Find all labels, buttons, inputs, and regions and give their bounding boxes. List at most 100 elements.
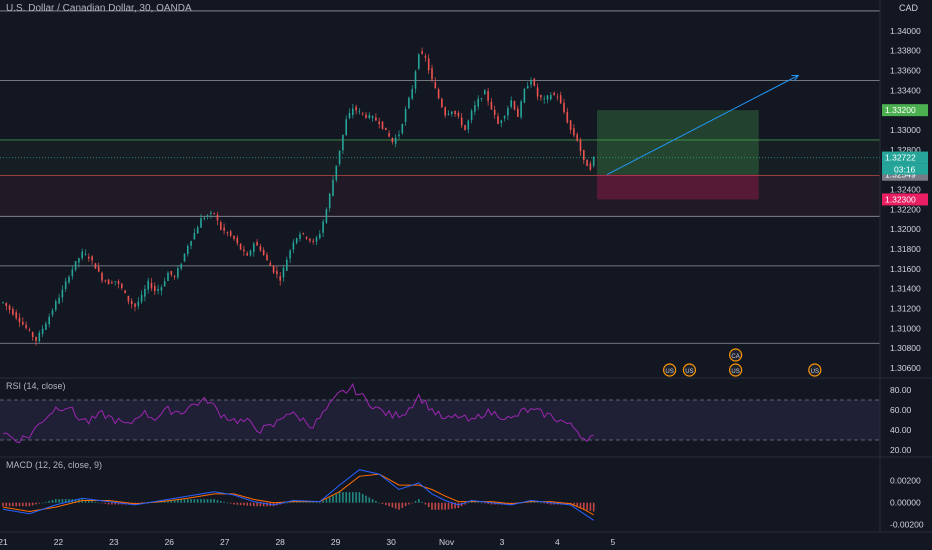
candle-body [457, 112, 460, 117]
macd-histogram-bar [503, 502, 506, 505]
candle-body [408, 97, 410, 109]
macd-histogram-bar [583, 502, 585, 510]
candle-body [579, 139, 582, 152]
time-tick-label: 26 [165, 537, 175, 547]
rsi-line [2, 382, 594, 444]
candle-body [157, 288, 159, 291]
candle [375, 113, 377, 121]
candle [104, 279, 107, 283]
macd-signal-line [2, 473, 594, 516]
candle-body [553, 92, 555, 96]
candle [266, 252, 268, 261]
candle-body [507, 107, 509, 116]
macd-histogram-bar [206, 499, 209, 503]
macd-histogram-bar [256, 502, 258, 507]
candle-body [121, 283, 123, 289]
candle [421, 47, 423, 55]
candle [286, 256, 288, 272]
candle-body [97, 266, 100, 272]
candle-body [322, 221, 324, 233]
macd-pane-label[interactable]: MACD (12, 26, close, 9) [6, 460, 103, 470]
candle [523, 87, 526, 104]
candle-body [513, 101, 516, 110]
macd-histogram-bar [424, 502, 427, 505]
candle-body [536, 87, 539, 97]
candle [342, 134, 344, 154]
candle-body [437, 89, 440, 99]
rsi-tick-label: 80.00 [890, 385, 912, 395]
rsi-pane-label[interactable]: RSI (14, close) [6, 381, 66, 391]
macd-histogram-bar [451, 502, 453, 509]
support-zone-upper [0, 139, 880, 176]
macd-histogram-bar [540, 502, 542, 504]
macd-histogram-bar [592, 502, 595, 512]
candle [28, 327, 31, 332]
candle-body [487, 91, 489, 102]
candle-body [556, 96, 559, 98]
candle [183, 253, 186, 263]
candle-body [391, 137, 394, 143]
candle-body [497, 116, 499, 124]
candle-body [266, 254, 268, 261]
macd-histogram-bar [28, 502, 31, 507]
candle-body [292, 242, 295, 250]
candle-body [41, 328, 44, 334]
candle-body [262, 250, 265, 255]
price-axis-tag [882, 104, 928, 117]
price-tick-label: 1.31000 [890, 323, 921, 333]
candle [470, 108, 473, 124]
countdown-text: 03:16 [894, 165, 916, 175]
candle [170, 270, 173, 277]
candle-body [388, 133, 390, 137]
price-tick-label: 1.34000 [890, 26, 921, 36]
candle [71, 265, 74, 280]
macd-histogram-bar [493, 502, 496, 505]
macd-histogram-bar [173, 500, 176, 503]
candle [566, 107, 569, 124]
candle [292, 239, 295, 254]
chart-title[interactable]: U.S. Dollar / Canadian Dollar, 30, OANDA [6, 3, 192, 14]
candle [589, 161, 592, 172]
candle-body [68, 276, 70, 283]
rsi-band [0, 400, 880, 440]
candle-body [91, 256, 93, 261]
macd-histogram-bar [107, 502, 110, 505]
candle-body [431, 68, 433, 80]
macd-histogram-bar [444, 502, 446, 510]
macd-histogram-bar [447, 502, 450, 510]
time-tick-label: 21 [0, 537, 8, 547]
candle [111, 280, 113, 284]
candle-body [160, 287, 163, 291]
candle [497, 112, 499, 125]
currency-label[interactable]: CAD [898, 3, 918, 13]
macd-histogram-bar [45, 501, 47, 503]
candle [91, 255, 93, 265]
macd-histogram-bar [391, 502, 394, 508]
macd-histogram-bar [487, 502, 489, 504]
candle-body [510, 100, 512, 107]
position-target-zone [597, 110, 759, 175]
candle [553, 91, 555, 96]
candle-body [398, 134, 400, 137]
candle-body [289, 250, 291, 259]
candle [404, 106, 407, 126]
macd-histogram-bar [193, 499, 196, 503]
candle [101, 271, 103, 283]
macd-histogram-bar [97, 502, 100, 504]
candle-body [78, 258, 80, 263]
candle [84, 249, 87, 256]
macd-histogram-bar [101, 502, 103, 504]
candle [302, 232, 305, 236]
macd-histogram-bar [332, 495, 334, 503]
candle [157, 284, 159, 295]
candle [431, 64, 433, 83]
candle-body [31, 332, 34, 337]
macd-histogram-bar [414, 500, 417, 503]
candle-body [233, 235, 235, 239]
macd-histogram-bar [550, 502, 552, 505]
candle-body [358, 110, 361, 112]
macd-tick-label: 0.00200 [890, 476, 921, 486]
candle [365, 112, 367, 119]
